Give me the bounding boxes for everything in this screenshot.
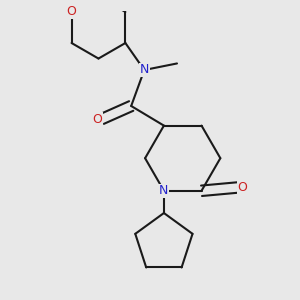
Text: O: O — [92, 112, 102, 126]
Text: N: N — [140, 64, 149, 76]
Text: N: N — [159, 184, 169, 197]
Text: O: O — [238, 181, 248, 194]
Text: O: O — [67, 5, 76, 18]
